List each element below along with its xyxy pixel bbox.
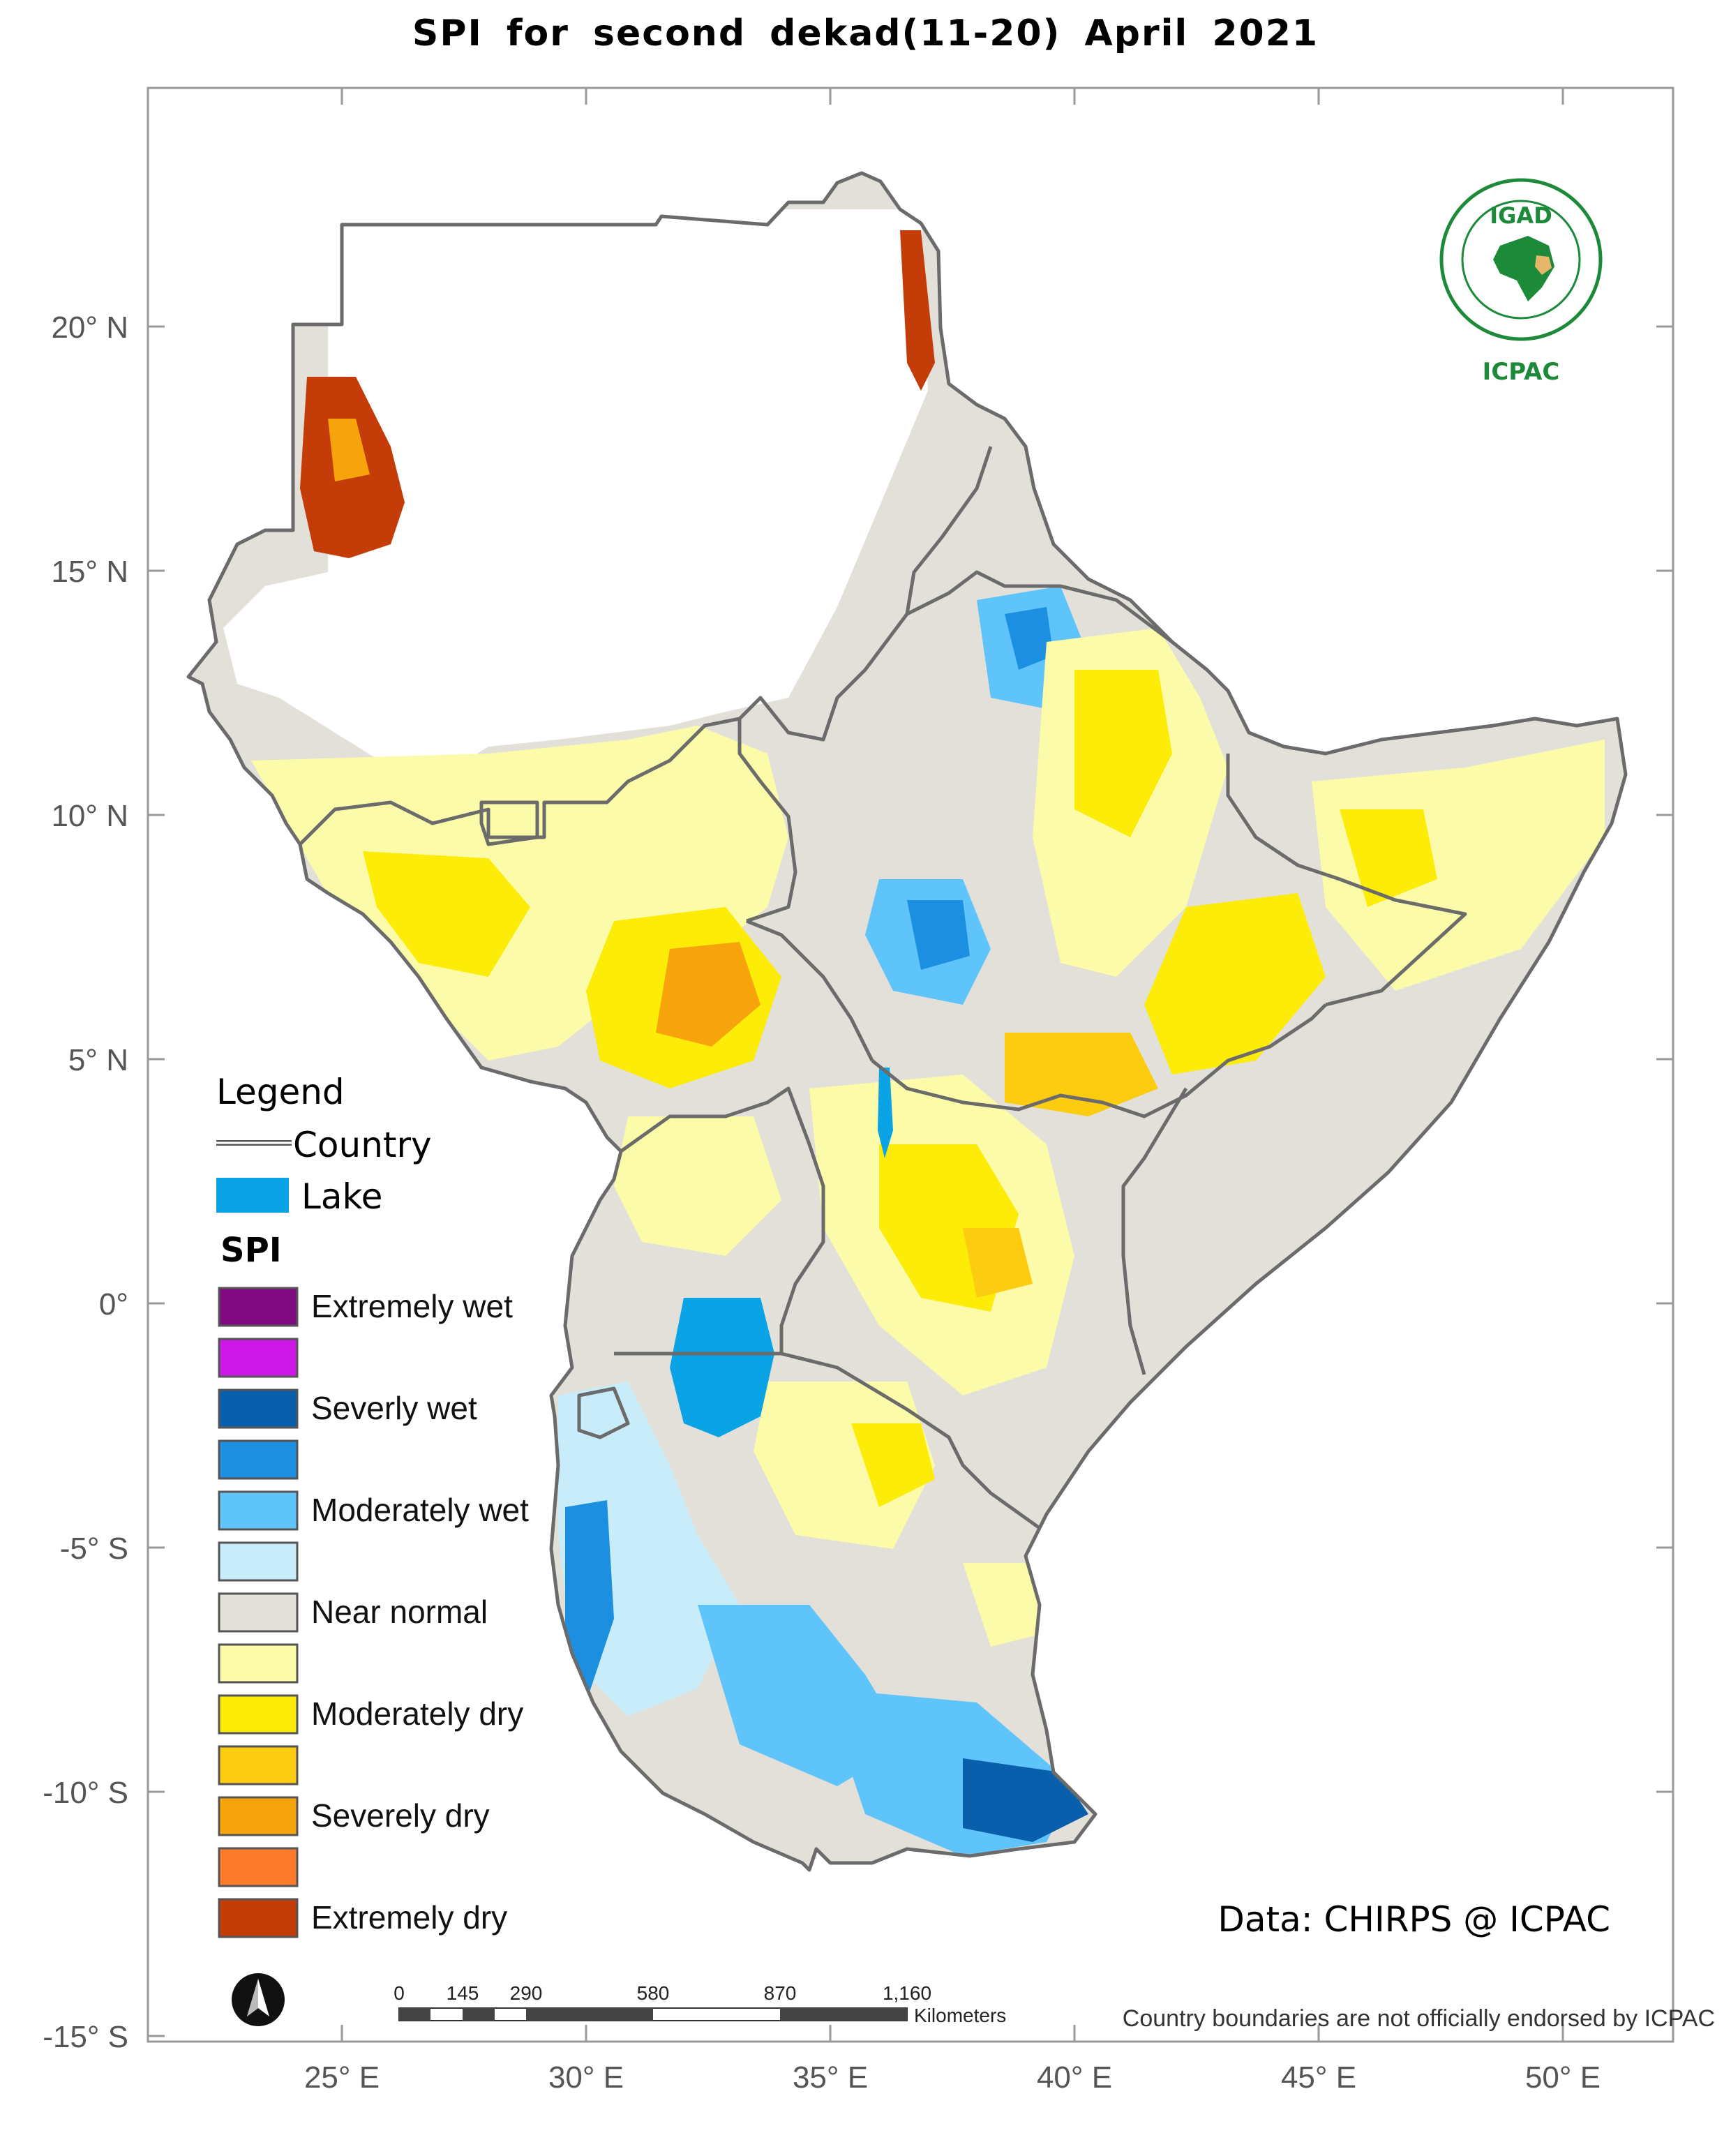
scale-label: 870 xyxy=(764,1982,797,2004)
x-tick-label: 25° E xyxy=(304,2060,380,2095)
x-tick-label: 45° E xyxy=(1281,2060,1356,2095)
y-tick-label: 0° xyxy=(99,1287,128,1322)
scale-label: 145 xyxy=(447,1982,479,2004)
scale-bar xyxy=(398,2007,908,2021)
spi-legend-label: Severely dry xyxy=(311,1797,490,1834)
spi-legend-label: Extremely wet xyxy=(311,1288,513,1324)
legend-country-label: Country xyxy=(293,1125,432,1165)
country-boundaries xyxy=(186,171,1628,1872)
spi-legend-swatch xyxy=(218,1287,299,1327)
x-tick-label: 50° E xyxy=(1525,2060,1601,2095)
logo-top-text: IGAD xyxy=(1490,202,1552,229)
boundary-disclaimer: Country boundaries are not officially en… xyxy=(1123,2005,1715,2032)
spi-legend-label: Moderately dry xyxy=(311,1695,523,1732)
spi-heading: SPI xyxy=(220,1231,282,1270)
spi-legend-swatch xyxy=(218,1745,299,1786)
spi-legend-swatch xyxy=(218,1847,299,1887)
x-tick-label: 35° E xyxy=(793,2060,868,2095)
y-tick-label: 5° N xyxy=(68,1043,128,1077)
spi-legend-label: Extremely dry xyxy=(311,1899,507,1936)
scale-label: 1,160 xyxy=(883,1982,931,2004)
y-tick-label: 10° N xyxy=(51,799,128,833)
igad-icpac-logo: IGAD ICPAC xyxy=(1439,178,1603,386)
spi-legend-swatch xyxy=(218,1338,299,1378)
x-tick-label: 40° E xyxy=(1037,2060,1112,2095)
spi-legend-classes: Extremely wet Severly wet Moderately wet Ne… xyxy=(218,1287,529,1938)
legend-heading: Legend xyxy=(216,1072,345,1112)
legend-lake-label: Lake xyxy=(301,1176,382,1217)
y-tick-label: 15° N xyxy=(51,555,128,589)
spi-legend-swatch xyxy=(218,1694,299,1735)
spi-legend-swatch xyxy=(218,1898,299,1938)
spi-legend-swatch xyxy=(218,1541,299,1582)
scale-label: 290 xyxy=(510,1982,543,2004)
spi-legend-label: Severly wet xyxy=(311,1390,477,1426)
spi-legend-swatch xyxy=(218,1490,299,1531)
logo-bottom-text: ICPAC xyxy=(1483,358,1560,386)
map-title: SPI for second dekad(11-20) April 2021 xyxy=(412,13,1319,54)
y-tick-label: -15° S xyxy=(43,2020,128,2054)
scale-label: 0 xyxy=(394,1982,405,2004)
north-arrow-icon xyxy=(232,1973,285,2026)
x-tick-marks xyxy=(340,88,1564,2042)
spi-legend-swatch xyxy=(218,1643,299,1684)
spi-legend-label: Near normal xyxy=(311,1594,488,1630)
x-tick-label: 30° E xyxy=(548,2060,624,2095)
y-tick-label: -5° S xyxy=(60,1532,128,1566)
y-tick-label: -10° S xyxy=(43,1776,128,1810)
spi-legend-swatch xyxy=(218,1592,299,1633)
scale-unit: Kilometers xyxy=(914,2005,1006,2026)
spi-legend-swatch xyxy=(218,1796,299,1836)
y-tick-label: 20° N xyxy=(51,310,128,345)
y-tick-marks xyxy=(148,325,1673,2037)
data-credit: Data: CHIRPS @ ICPAC xyxy=(1217,1899,1610,1940)
spi-legend-swatch xyxy=(218,1388,299,1429)
spi-legend-swatch xyxy=(218,1439,299,1480)
spi-legend-label: Moderately wet xyxy=(311,1492,529,1528)
legend-lake-swatch xyxy=(216,1178,289,1213)
scale-label: 580 xyxy=(637,1982,670,2004)
